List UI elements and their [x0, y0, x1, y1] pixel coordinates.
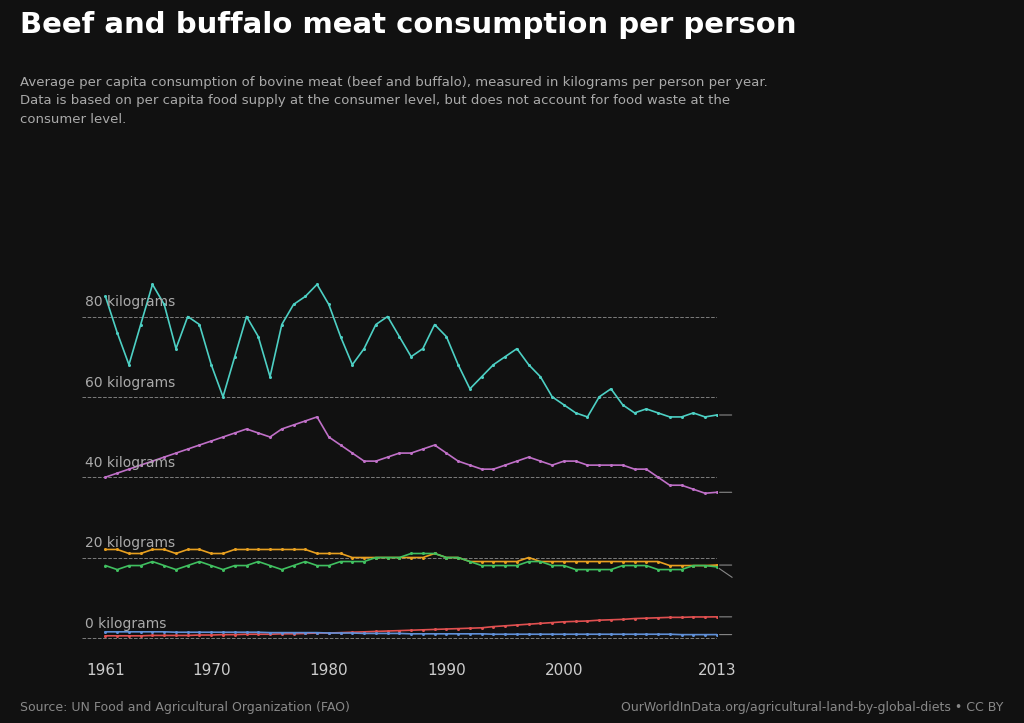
Text: 20 kilograms: 20 kilograms	[85, 536, 175, 550]
Text: Average per capita consumption of bovine meat (beef and buffalo), measured in ki: Average per capita consumption of bovine…	[20, 76, 768, 126]
Text: OurWorldInData.org/agricultural-land-by-global-diets • CC BY: OurWorldInData.org/agricultural-land-by-…	[622, 701, 1004, 714]
Text: 40 kilograms: 40 kilograms	[85, 456, 175, 470]
Text: Beef and buffalo meat consumption per person: Beef and buffalo meat consumption per pe…	[20, 11, 797, 39]
Text: 80 kilograms: 80 kilograms	[85, 295, 176, 309]
Text: 0 kilograms: 0 kilograms	[85, 617, 167, 630]
Text: Source: UN Food and Agricultural Organization (FAO): Source: UN Food and Agricultural Organiz…	[20, 701, 350, 714]
Text: 60 kilograms: 60 kilograms	[85, 376, 176, 390]
